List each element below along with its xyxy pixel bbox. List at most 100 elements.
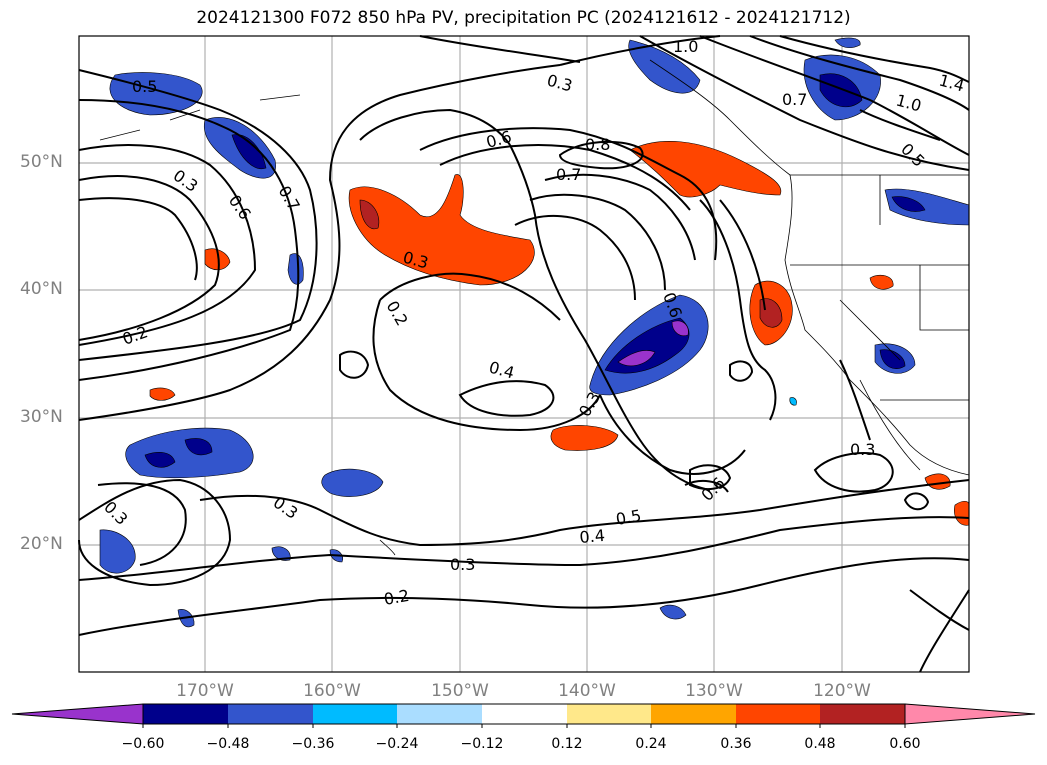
pv-contour-19 xyxy=(544,173,696,261)
north-america-coastline xyxy=(649,59,970,476)
precip-deficit-core-alaska-gulf-west xyxy=(231,134,267,170)
pv-contours xyxy=(78,35,970,673)
pv-contour-41 xyxy=(859,109,941,141)
lon-label-160w: 160°W xyxy=(303,681,361,701)
pv-contour-35 xyxy=(779,35,970,83)
lat-label-50n: 50°N xyxy=(20,152,63,172)
pv-contour-22 xyxy=(359,108,511,146)
pv-contour-40 xyxy=(839,359,871,441)
colorbar-tick-label: 0.60 xyxy=(889,736,921,752)
pv-contour-9 xyxy=(78,557,970,636)
pv-contour-29 xyxy=(719,199,766,311)
contour-label: 0.2 xyxy=(382,586,410,609)
colorbar-segment xyxy=(313,704,397,724)
pv-contour-15 xyxy=(339,350,370,379)
pv-contour-26 xyxy=(684,479,729,493)
colorbar-tick-label: 0.12 xyxy=(551,736,583,752)
pv-contour-12 xyxy=(379,272,561,321)
pv-contour-6 xyxy=(78,64,561,421)
contour-label: 0.5 xyxy=(614,506,642,529)
colorbar-segment xyxy=(567,704,651,724)
pv-contour-20 xyxy=(529,193,666,291)
pv-contour-8 xyxy=(97,482,187,566)
pv-contour-17 xyxy=(439,144,691,211)
precip-core-california-coast xyxy=(759,298,783,328)
precip-deficit-alaska-panhandle xyxy=(628,39,701,94)
lon-label-140w: 140°W xyxy=(558,681,616,701)
colorbar-segment xyxy=(11,703,144,725)
baja-california xyxy=(859,379,921,471)
colorbar-segment xyxy=(397,704,482,724)
pv-contour-36 xyxy=(699,35,970,156)
pv-contour-27 xyxy=(729,360,754,382)
border-utah-arizona xyxy=(919,265,969,331)
pv-contour-39 xyxy=(919,589,970,673)
colorbar-segment xyxy=(143,704,228,724)
lon-label-150w: 150°W xyxy=(431,681,489,701)
hawaii-islands xyxy=(379,539,396,556)
pv-contour-4 xyxy=(78,175,220,341)
pv-contour-38 xyxy=(909,589,970,631)
pv-contour-28 xyxy=(699,199,777,421)
colorbar-tick-label: −0.48 xyxy=(206,736,250,752)
precip-area-west-1 xyxy=(204,248,231,271)
map-frame xyxy=(78,35,970,673)
lat-label-40n: 40°N xyxy=(20,279,63,299)
precip-deficit-tiny xyxy=(789,397,797,406)
pv-contour-11 xyxy=(199,479,970,547)
pv-contour-34 xyxy=(749,35,970,111)
colorbar-tick-label: 0.48 xyxy=(804,736,836,752)
lat-label-30n: 30°N xyxy=(20,407,63,427)
colorbar-tick-label: −0.24 xyxy=(375,736,419,752)
contour-label: 0.8 xyxy=(585,135,610,154)
precip-deficit-peak-subtropical-east xyxy=(617,350,656,367)
precip-area-pacific-northwest xyxy=(629,141,782,198)
lat-label-20n: 20°N xyxy=(20,534,63,554)
colorbar-segment xyxy=(228,704,313,724)
colorbar-segment xyxy=(651,704,736,724)
colorbar-tick-label: −0.12 xyxy=(460,736,504,752)
colorbar-ticks xyxy=(142,724,906,728)
colorbar-tick-label: 0.24 xyxy=(635,736,667,752)
precip-deficit-small-2 xyxy=(271,546,291,561)
precip-deficit-core-northern-rockies xyxy=(891,196,926,212)
contour-label: 0.5 xyxy=(132,77,157,96)
pv-contour-23 xyxy=(509,144,711,491)
lon-label-120w: 120°W xyxy=(813,681,871,701)
pv-contour-30 xyxy=(813,452,894,493)
precip-deficit-core-british-columbia xyxy=(819,73,863,108)
pv-contour-24 xyxy=(599,394,746,475)
grid-lines xyxy=(79,36,969,672)
contour-label: 0.3 xyxy=(850,440,875,459)
map-title: 2024121300 F072 850 hPa PV, precipitatio… xyxy=(196,8,851,28)
lon-label-130w: 130°W xyxy=(685,681,743,701)
pv-contour-14 xyxy=(458,380,555,417)
pv-contour-16 xyxy=(419,127,718,261)
pv-contour-18 xyxy=(558,140,644,170)
precip-deficit-peak-subtropical-east-2 xyxy=(671,320,689,337)
colorbar-frame xyxy=(142,703,906,725)
pv-contour-3 xyxy=(78,144,257,346)
pv-contour-7 xyxy=(78,478,232,587)
contour-label: 1.0 xyxy=(673,37,698,56)
coastlines xyxy=(99,59,970,556)
colorbar-segment xyxy=(482,704,567,724)
pv-contour-33 xyxy=(419,35,581,63)
pv-contour-5 xyxy=(78,197,198,281)
colorbar-segment xyxy=(904,703,1036,725)
border-california-nevada xyxy=(839,299,901,361)
precip-deficit-far-west xyxy=(99,529,136,574)
colorbar-tick-label: −0.60 xyxy=(121,736,165,752)
colorbar-tick-label: −0.36 xyxy=(291,736,335,752)
pv-contour-37 xyxy=(639,35,970,171)
contour-label: 0.3 xyxy=(450,555,475,574)
aleutian-islands xyxy=(99,94,301,141)
pv-contour-31 xyxy=(903,492,930,511)
precip-deficit-top xyxy=(834,37,861,49)
contour-label: 0.7 xyxy=(556,165,581,184)
pv-contour-25 xyxy=(689,464,732,491)
precip-deficit-hawaii-north xyxy=(321,468,384,497)
precip-area-subtropical-1 xyxy=(550,425,619,451)
colorbar xyxy=(11,703,1036,728)
lon-label-170w: 170°W xyxy=(176,681,234,701)
